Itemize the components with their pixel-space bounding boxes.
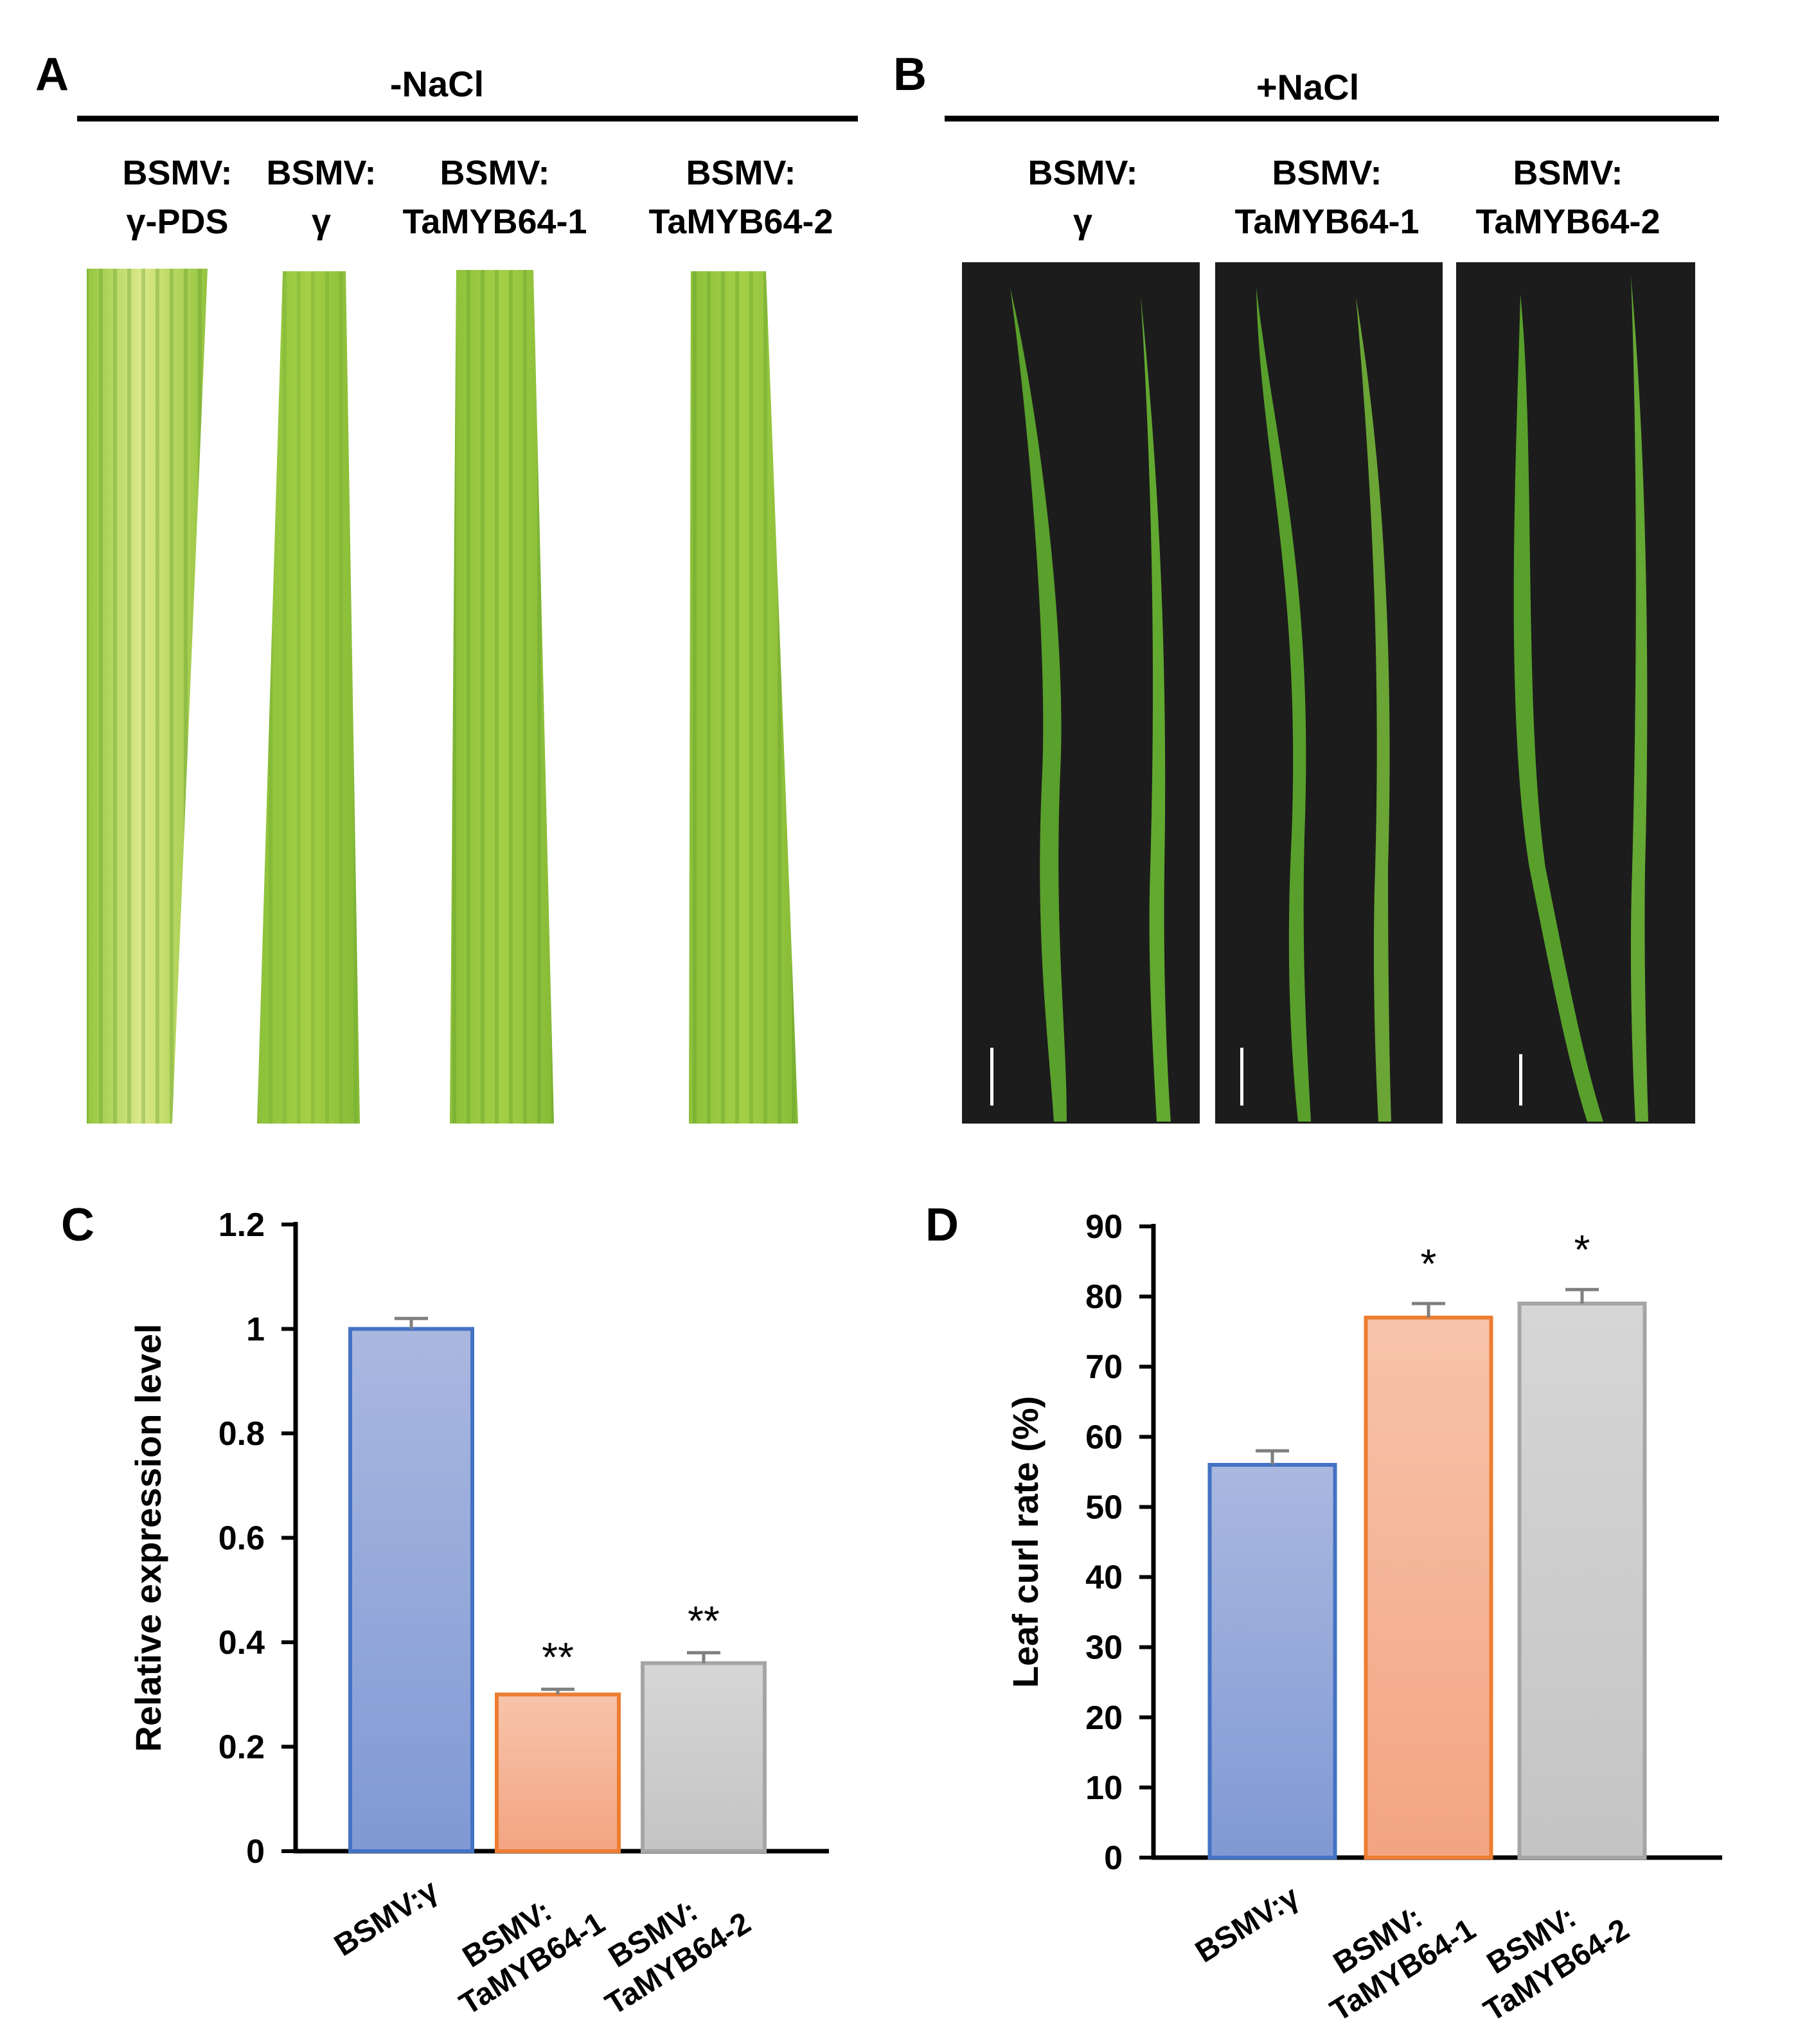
x-category-label: BSMV:γ <box>328 1873 444 1963</box>
panel-a-condition: -NaCl <box>390 64 484 104</box>
panel-a-col4-line2: TaMYB64-2 <box>648 202 833 241</box>
panel-a-col3-line2: TaMYB64-1 <box>402 202 587 241</box>
significance-label: ** <box>688 1597 720 1644</box>
panel-a-col3-line1: BSMV: <box>440 154 549 192</box>
panel-b-header-line <box>945 116 1719 121</box>
panel-a-col4-line1: BSMV: <box>686 154 796 192</box>
plant-photo-tamyb64-1 <box>1215 262 1443 1124</box>
y-tick-label: 40 <box>1085 1559 1123 1597</box>
bar <box>1364 1315 1493 1860</box>
y-tick-label: 0.2 <box>218 1729 265 1766</box>
y-tick-label: 1 <box>246 1311 265 1349</box>
x-category-label: BSMV:TaMYB64-1 <box>433 1873 610 2022</box>
bar <box>1517 1302 1647 1860</box>
y-tick-label: 0.6 <box>218 1520 265 1557</box>
scale-bar <box>1240 1048 1243 1106</box>
x-category-label: BSMV:TaMYB64-2 <box>1457 1879 1635 2028</box>
panel-b: B +NaCl BSMV: γ BSMV: TaMYB64-1 BSMV: Ta… <box>893 49 1719 1124</box>
panel-a: A -NaCl BSMV: γ-PDS BSMV: γ BSMV: TaMYB6… <box>35 49 858 1124</box>
x-category-label: BSMV:γ <box>1189 1879 1305 1969</box>
y-tick-label: 30 <box>1085 1629 1123 1667</box>
panel-a-letter: A <box>35 49 69 100</box>
panel-b-col3-line1: BSMV: <box>1513 154 1623 192</box>
panel-d: D 0 10 20 30 40 50 60 70 80 90 Leaf curl rate (%) B… <box>925 1199 1722 2028</box>
significance-label: * <box>1421 1241 1437 1287</box>
bar <box>495 1692 621 1853</box>
panel-d-letter: D <box>925 1199 959 1251</box>
plant-photo-gamma <box>962 262 1200 1124</box>
panel-a-col1-line2: γ-PDS <box>126 202 228 241</box>
panel-b-col3-line2: TaMYB64-2 <box>1475 202 1660 241</box>
panel-b-column-labels: BSMV: γ BSMV: TaMYB64-1 BSMV: TaMYB64-2 <box>1028 154 1660 241</box>
panel-b-col2-line2: TaMYB64-1 <box>1234 202 1419 241</box>
panel-a-col1-line1: BSMV: <box>122 154 232 192</box>
y-tick-label: 0.8 <box>218 1415 265 1453</box>
x-category-label-line: BSMV:γ <box>328 1873 444 1963</box>
leaf-photo-gamma <box>257 271 360 1124</box>
y-tick-label: 0 <box>1104 1840 1123 1877</box>
leaf-photo-tamyb64-2 <box>689 271 798 1124</box>
x-category-label: BSMV:TaMYB64-1 <box>1304 1879 1481 2028</box>
bar <box>348 1327 474 1853</box>
plant-photo-tamyb64-2 <box>1456 262 1695 1124</box>
x-category-label: BSMV:TaMYB64-2 <box>579 1873 756 2022</box>
scale-bar <box>990 1048 993 1106</box>
panel-a-header-line <box>77 116 858 121</box>
panel-c: C 0 0.2 0.4 0.6 0.8 1 1.2 Relative expression l… <box>61 1199 829 2022</box>
panel-b-col1-line1: BSMV: <box>1028 154 1137 192</box>
chart-d: 0 10 20 30 40 50 60 70 80 90 Leaf curl rate (%) BSM… <box>1005 1208 1722 2028</box>
x-category-label-line: BSMV:γ <box>1189 1879 1305 1969</box>
panel-b-col2-line1: BSMV: <box>1272 154 1382 192</box>
y-tick-label: 70 <box>1085 1349 1123 1386</box>
y-axis-title: Relative expression level <box>128 1323 168 1752</box>
y-tick-label: 50 <box>1085 1489 1123 1526</box>
panel-a-col2-line2: γ <box>312 202 331 241</box>
panel-c-letter: C <box>61 1199 94 1251</box>
y-tick-label: 20 <box>1085 1699 1123 1737</box>
y-tick-label: 0 <box>246 1833 265 1870</box>
panel-b-col1-line2: γ <box>1073 202 1092 241</box>
y-tick-label: 60 <box>1085 1419 1123 1456</box>
leaf-photo-pds <box>87 269 208 1124</box>
bar <box>1207 1462 1337 1860</box>
significance-label: ** <box>542 1634 574 1680</box>
leaf-photo-tamyb64-1 <box>450 270 554 1124</box>
panel-a-column-labels: BSMV: γ-PDS BSMV: γ BSMV: TaMYB64-1 BSMV… <box>122 154 833 241</box>
y-tick-label: 80 <box>1085 1278 1123 1316</box>
y-tick-label: 10 <box>1085 1770 1123 1807</box>
scale-bar <box>1519 1054 1522 1106</box>
panel-a-col2-line1: BSMV: <box>266 154 376 192</box>
panel-b-condition: +NaCl <box>1256 67 1359 107</box>
y-tick-label: 0.4 <box>218 1624 265 1662</box>
panel-b-letter: B <box>893 49 927 100</box>
chart-c: 0 0.2 0.4 0.6 0.8 1 1.2 Relative expression lev… <box>128 1206 829 2022</box>
y-tick-label: 90 <box>1085 1208 1123 1246</box>
significance-label: * <box>1574 1226 1590 1273</box>
y-axis-title: Leaf curl rate (%) <box>1005 1396 1046 1688</box>
y-tick-label: 1.2 <box>218 1206 265 1244</box>
bar <box>641 1661 767 1853</box>
